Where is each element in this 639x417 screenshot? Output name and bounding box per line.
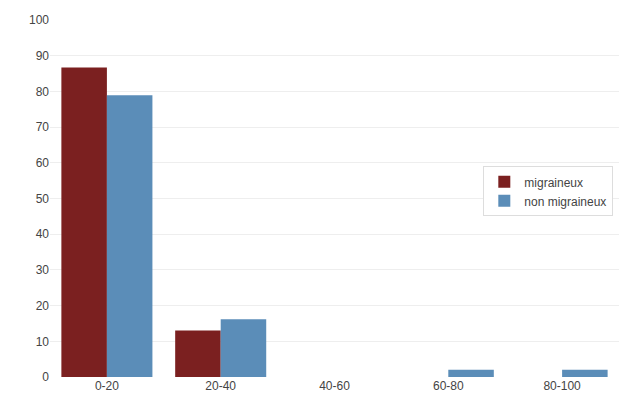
svg-text:40: 40: [36, 227, 50, 241]
svg-text:70: 70: [36, 120, 50, 134]
svg-text:20-40: 20-40: [205, 379, 236, 393]
svg-text:100: 100: [29, 13, 49, 27]
svg-text:60: 60: [36, 156, 50, 170]
svg-text:migraineux: migraineux: [524, 176, 583, 190]
svg-text:20: 20: [36, 299, 50, 313]
svg-text:80-100: 80-100: [543, 379, 581, 393]
svg-text:10: 10: [36, 335, 50, 349]
svg-text:non migraineux: non migraineux: [524, 195, 606, 209]
svg-text:60-80: 60-80: [433, 379, 464, 393]
svg-text:50: 50: [36, 192, 50, 206]
svg-text:0: 0: [42, 370, 49, 384]
svg-text:30: 30: [36, 263, 50, 277]
svg-text:90: 90: [36, 49, 50, 63]
svg-text:0-20: 0-20: [95, 379, 119, 393]
svg-text:40-60: 40-60: [319, 379, 350, 393]
svg-text:80: 80: [36, 85, 50, 99]
